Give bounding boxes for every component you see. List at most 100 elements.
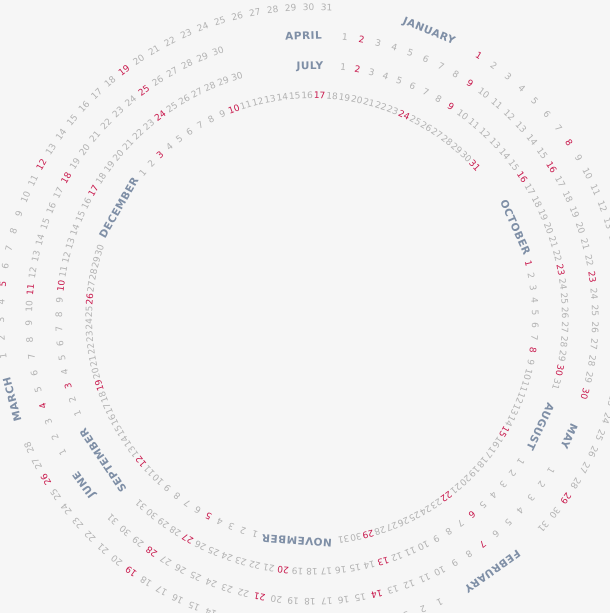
day-number: 13 bbox=[601, 217, 610, 231]
day-number: 7 bbox=[4, 244, 15, 252]
day-number: 20 bbox=[350, 94, 363, 106]
day-number: 11 bbox=[27, 173, 41, 188]
day-number: 7 bbox=[27, 353, 38, 360]
day-number: 6 bbox=[56, 339, 67, 346]
day-number: 28 bbox=[203, 80, 218, 94]
month-label-november: NOVEMBER bbox=[261, 531, 332, 548]
day-number: 6 bbox=[421, 54, 431, 66]
day-number-highlighted: 2 bbox=[353, 65, 360, 76]
day-number: 13 bbox=[222, 610, 236, 613]
day-number: 8 bbox=[55, 311, 65, 317]
day-number-highlighted: 23 bbox=[553, 263, 565, 276]
day-number-highlighted: 8 bbox=[526, 346, 537, 353]
day-number: 16 bbox=[337, 593, 350, 604]
day-number: 16 bbox=[45, 201, 59, 216]
day-number: 1 bbox=[58, 447, 70, 457]
day-number: 9 bbox=[449, 556, 459, 568]
day-number: 21 bbox=[578, 237, 591, 251]
day-number: 5 bbox=[175, 134, 186, 145]
day-number: 31 bbox=[337, 532, 350, 544]
day-number: 14 bbox=[502, 413, 516, 428]
day-number: 18 bbox=[326, 91, 339, 102]
day-number: 11 bbox=[239, 100, 253, 113]
day-number: 31 bbox=[321, 3, 333, 14]
day-number-highlighted: 23 bbox=[585, 271, 597, 284]
day-number: 25 bbox=[407, 508, 422, 522]
day-number: 4 bbox=[165, 141, 176, 153]
day-number: 26 bbox=[193, 537, 208, 551]
day-number: 24 bbox=[204, 575, 219, 589]
day-number: 30 bbox=[211, 45, 225, 58]
day-number: 25 bbox=[189, 568, 204, 582]
day-number: 23 bbox=[220, 581, 234, 594]
day-number: 4 bbox=[215, 514, 225, 526]
day-number: 5 bbox=[477, 498, 488, 509]
day-number: 8 bbox=[433, 94, 443, 106]
day-number: 13 bbox=[264, 94, 277, 106]
day-number: 2 bbox=[535, 478, 546, 489]
day-number-highlighted: 4 bbox=[38, 401, 49, 410]
day-number: 5 bbox=[58, 354, 69, 361]
day-number: 12 bbox=[513, 390, 526, 404]
day-number: 3 bbox=[502, 72, 513, 83]
day-number: 11 bbox=[417, 570, 431, 584]
day-number: 10 bbox=[579, 166, 593, 181]
day-number: 13 bbox=[31, 250, 43, 263]
day-number: 30 bbox=[94, 243, 107, 257]
day-number: 4 bbox=[528, 297, 538, 304]
day-number: 29 bbox=[91, 255, 104, 269]
day-number: 5 bbox=[502, 516, 513, 527]
day-number: 10 bbox=[432, 563, 447, 577]
day-number: 9 bbox=[572, 153, 584, 163]
day-number: 27 bbox=[577, 460, 591, 475]
day-number: 15 bbox=[353, 590, 366, 602]
day-number-highlighted: 6 bbox=[466, 508, 477, 520]
day-number: 6 bbox=[185, 127, 196, 139]
day-number: 21 bbox=[546, 235, 559, 249]
day-number: 25 bbox=[207, 543, 221, 557]
day-number: 6 bbox=[30, 369, 41, 377]
day-number-highlighted: 5 bbox=[204, 509, 214, 521]
day-number: 23 bbox=[234, 553, 248, 566]
day-number: 2 bbox=[418, 602, 427, 613]
day-number: 7 bbox=[552, 123, 563, 134]
day-number: 12 bbox=[595, 199, 608, 213]
day-number: 3 bbox=[374, 38, 382, 49]
day-number: 15 bbox=[74, 209, 88, 224]
day-number: 9 bbox=[55, 297, 65, 304]
day-number: 6 bbox=[529, 322, 539, 328]
day-number: 12 bbox=[401, 576, 415, 589]
day-number: 24 bbox=[196, 21, 210, 34]
day-number-highlighted: 3 bbox=[64, 381, 75, 389]
day-number-highlighted: 20 bbox=[277, 563, 290, 574]
day-number: 10 bbox=[20, 190, 34, 205]
day-number: 15 bbox=[113, 423, 127, 438]
day-number: 30 bbox=[349, 530, 362, 542]
day-number: 6 bbox=[1, 262, 12, 270]
day-number: 4 bbox=[60, 367, 71, 375]
day-number: 28 bbox=[23, 439, 37, 454]
day-number: 17 bbox=[52, 186, 66, 201]
day-number: 18 bbox=[560, 190, 574, 205]
day-number: 1 bbox=[138, 168, 149, 179]
day-number: 12 bbox=[61, 251, 73, 265]
day-number: 3 bbox=[0, 317, 7, 323]
day-number: 27 bbox=[190, 87, 205, 101]
day-number-highlighted: 26 bbox=[85, 293, 96, 306]
day-number: 13 bbox=[386, 582, 400, 595]
day-number: 27 bbox=[587, 338, 598, 350]
day-number: 7 bbox=[55, 326, 65, 332]
day-number: 19 bbox=[338, 93, 351, 105]
day-number: 4 bbox=[381, 71, 390, 82]
day-number: 10 bbox=[520, 367, 533, 381]
day-number: 22 bbox=[582, 254, 594, 267]
day-number: 9 bbox=[14, 209, 25, 218]
day-number: 27 bbox=[559, 321, 569, 333]
day-number: 28 bbox=[88, 268, 100, 281]
day-number: 13 bbox=[508, 402, 522, 417]
day-number: 1 bbox=[340, 63, 347, 74]
day-number: 8 bbox=[172, 489, 183, 501]
day-number: 17 bbox=[321, 594, 333, 605]
